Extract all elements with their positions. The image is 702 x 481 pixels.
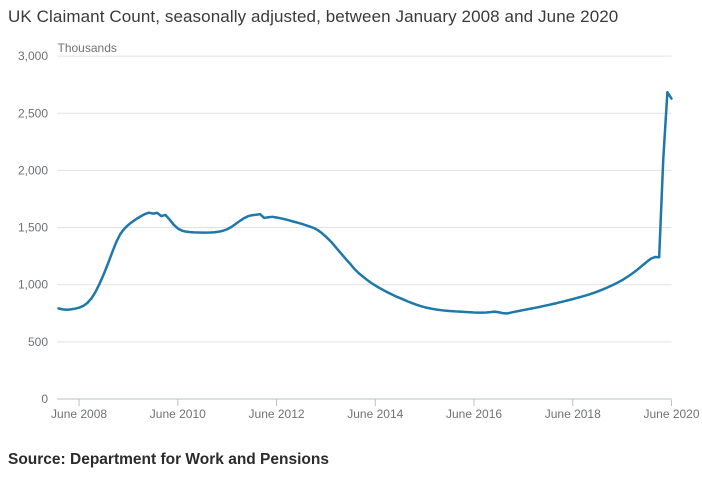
x-tick-label: June 2020 bbox=[643, 407, 699, 421]
y-tick-label: 1,500 bbox=[18, 221, 48, 235]
y-tick-label: 1,000 bbox=[18, 278, 48, 292]
x-tick-label: June 2008 bbox=[51, 407, 107, 421]
y-tick-label: 2,500 bbox=[18, 106, 48, 120]
y-tick-label: 0 bbox=[41, 392, 48, 406]
y-tick-label: 500 bbox=[28, 335, 48, 349]
x-tick-label: June 2018 bbox=[545, 407, 601, 421]
x-tick-label: June 2010 bbox=[150, 407, 206, 421]
y-axis-unit-label: Thousands bbox=[58, 41, 117, 55]
chart-title: UK Claimant Count, seasonally adjusted, … bbox=[8, 7, 619, 26]
x-tick-label: June 2016 bbox=[446, 407, 502, 421]
x-tick-label: June 2014 bbox=[347, 407, 403, 421]
y-tick-label: 2,000 bbox=[18, 163, 48, 177]
y-tick-label: 3,000 bbox=[18, 49, 48, 63]
source-note: Source: Department for Work and Pensions bbox=[8, 451, 329, 468]
claimant-count-line bbox=[57, 90, 673, 315]
x-tick-label: June 2012 bbox=[249, 407, 305, 421]
